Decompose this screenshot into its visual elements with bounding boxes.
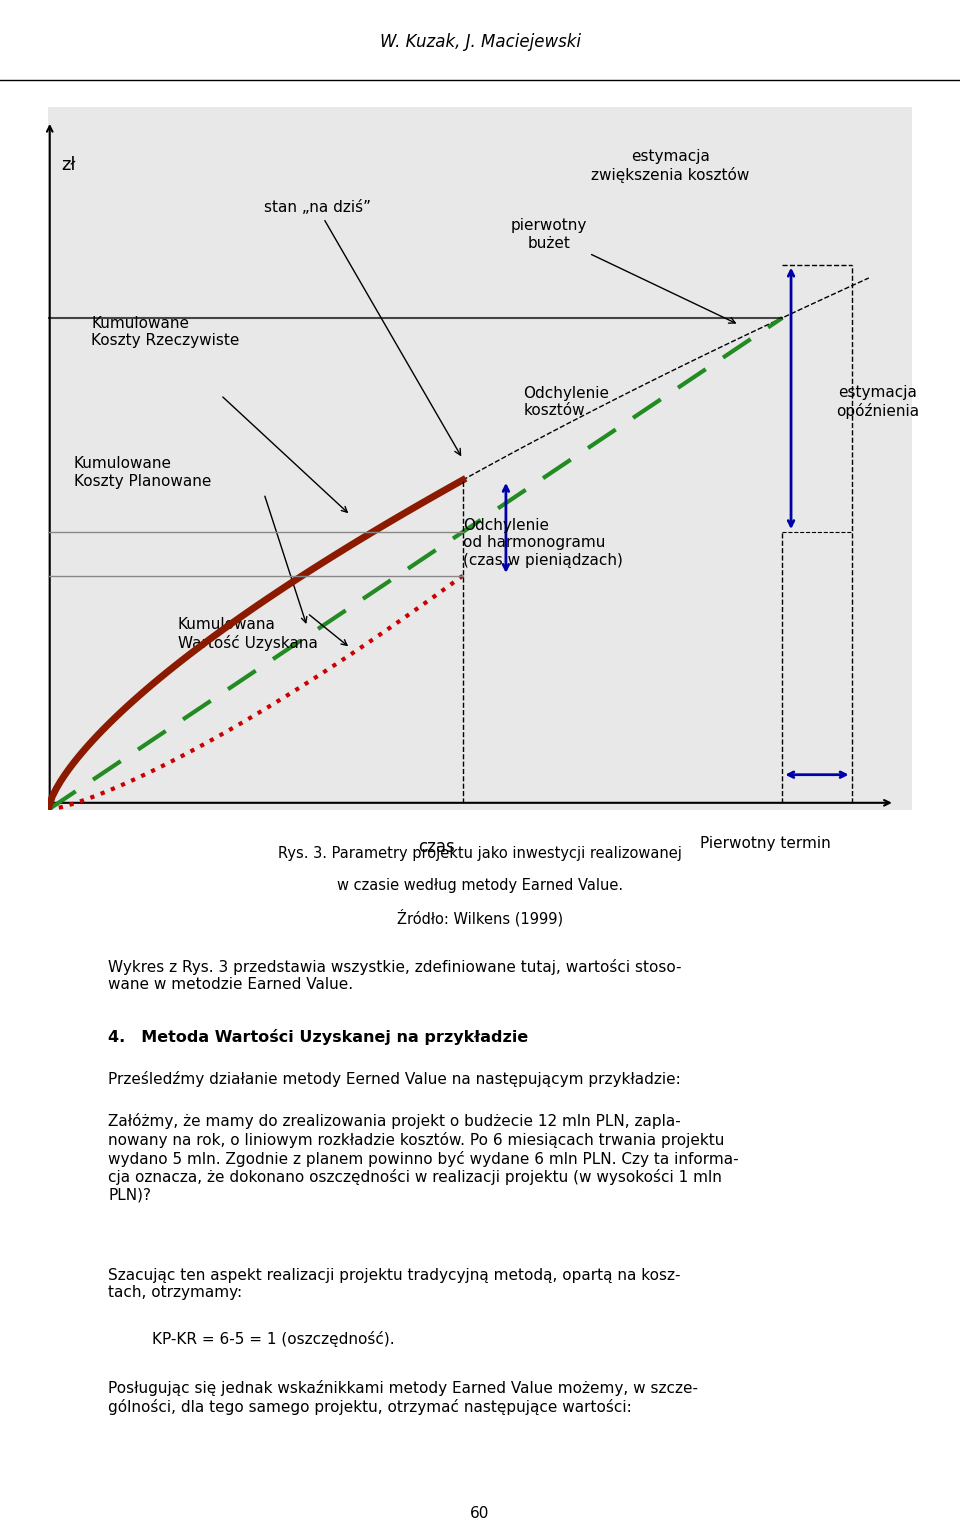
- Text: Szacując ten aspekt realizacji projektu tradycyjną metodą, opartą na kosz-
tach,: Szacując ten aspekt realizacji projektu …: [108, 1268, 681, 1300]
- Text: stan „na dziś”: stan „na dziś”: [264, 200, 461, 455]
- Text: Odchylenie
kosztów: Odchylenie kosztów: [523, 387, 610, 419]
- Text: W. Kuzak, J. Maciejewski: W. Kuzak, J. Maciejewski: [379, 34, 581, 50]
- Text: Kumulowana
Wartość Uzyskana: Kumulowana Wartość Uzyskana: [178, 617, 318, 651]
- Text: Kumulowane
Koszty Planowane: Kumulowane Koszty Planowane: [74, 457, 211, 489]
- Text: Pierwotny termin: Pierwotny termin: [700, 836, 830, 851]
- Text: Posługując się jednak wskaźnikkami metody Earned Value możemy, w szcze-
gólności: Posługując się jednak wskaźnikkami metod…: [108, 1380, 699, 1415]
- Text: Załóżmy, że mamy do zrealizowania projekt o budżecie 12 mln PLN, zapla-
nowany n: Załóżmy, że mamy do zrealizowania projek…: [108, 1114, 739, 1203]
- Text: Rys. 3. Parametry projektu jako inwestycji realizowanej: Rys. 3. Parametry projektu jako inwestyc…: [278, 847, 682, 862]
- Text: Odchylenie
od harmonogramu
(czas w pieniądzach): Odchylenie od harmonogramu (czas w pieni…: [463, 518, 623, 567]
- Text: estymacja
zwiększenia kosztów: estymacja zwiększenia kosztów: [591, 150, 749, 183]
- Text: pierwotny
bużet: pierwotny bużet: [511, 219, 735, 322]
- Text: Źródło: Wilkens (1999): Źródło: Wilkens (1999): [396, 909, 564, 927]
- Text: Kumulowane
Koszty Rzeczywiste: Kumulowane Koszty Rzeczywiste: [91, 316, 240, 348]
- Text: 60: 60: [470, 1507, 490, 1520]
- Text: zł: zł: [61, 156, 76, 174]
- Text: 4. Metoda Wartości Uzyskanej na przykładzie: 4. Metoda Wartości Uzyskanej na przykład…: [108, 1028, 529, 1045]
- Text: Prześledźmy działanie metody Eerned Value na następującym przykładzie:: Prześledźmy działanie metody Eerned Valu…: [108, 1071, 682, 1086]
- Text: estymacja
opóźnienia: estymacja opóźnienia: [836, 385, 919, 419]
- Text: czas: czas: [419, 837, 455, 856]
- Text: Wykres z Rys. 3 przedstawia wszystkie, zdefiniowane tutaj, wartości stoso-
wane : Wykres z Rys. 3 przedstawia wszystkie, z…: [108, 958, 682, 992]
- Text: KP-KR = 6-5 = 1 (oszczędność).: KP-KR = 6-5 = 1 (oszczędność).: [152, 1331, 395, 1348]
- Text: w czasie według metody Earned Value.: w czasie według metody Earned Value.: [337, 877, 623, 892]
